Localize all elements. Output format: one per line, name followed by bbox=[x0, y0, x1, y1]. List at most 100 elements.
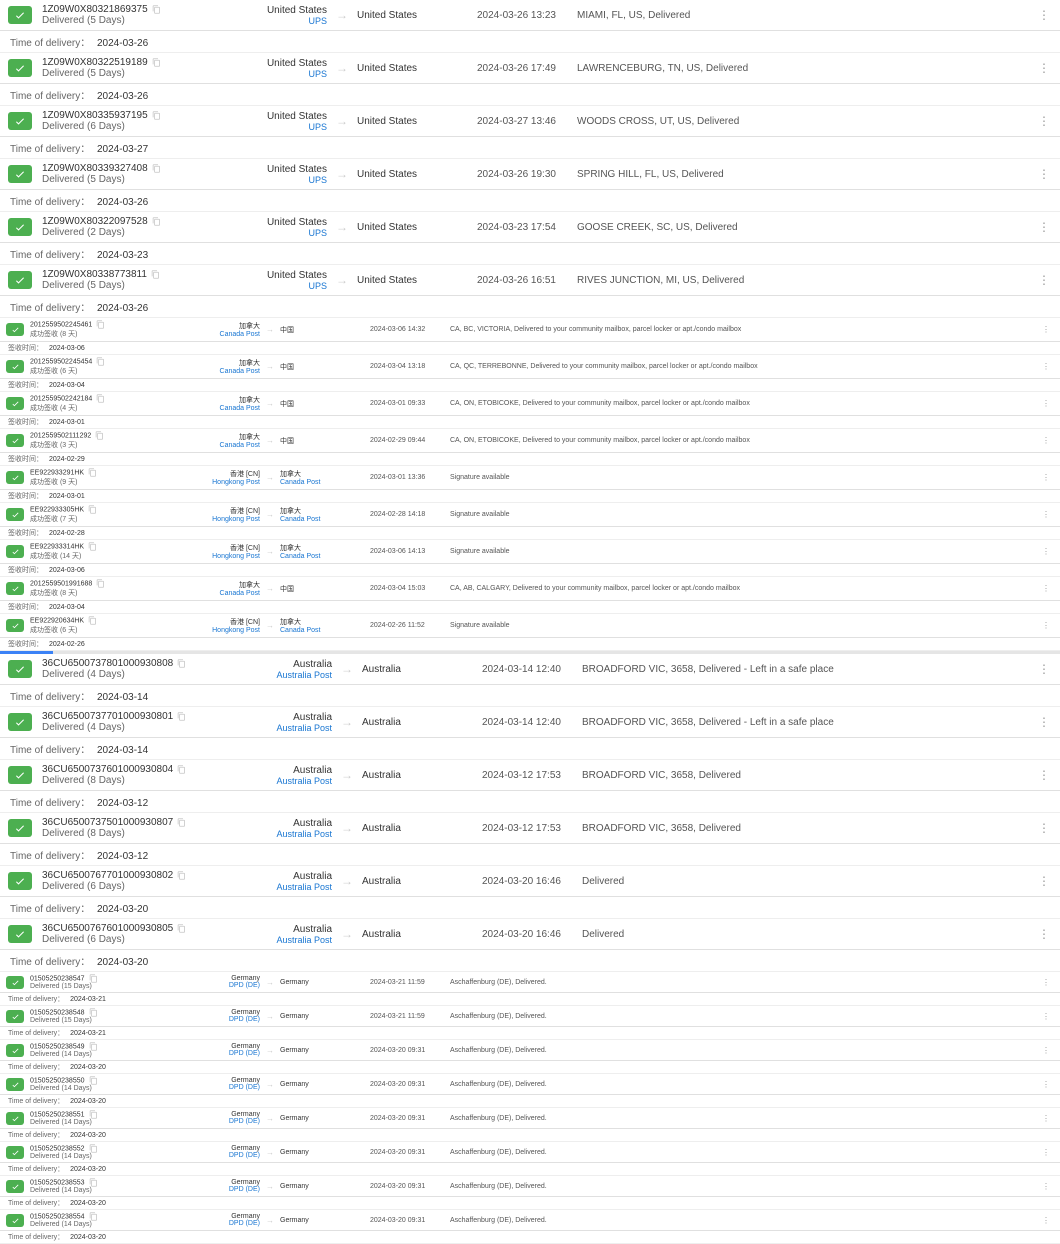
tracking-row[interactable]: 01505250238552 Delivered (14 Days) Germa… bbox=[0, 1142, 1060, 1163]
origin-carrier[interactable]: DPD (DE) bbox=[170, 1050, 260, 1057]
origin-carrier[interactable]: Hongkong Post bbox=[170, 516, 260, 523]
more-icon[interactable]: ⋮ bbox=[1042, 1080, 1050, 1089]
copy-icon[interactable] bbox=[96, 357, 105, 366]
tracking-row[interactable]: 2012559502242184 成功签收 (4 天) 加拿大 Canada P… bbox=[0, 392, 1060, 416]
origin-carrier[interactable]: Hongkong Post bbox=[170, 627, 260, 634]
more-icon[interactable]: ⋮ bbox=[1038, 61, 1050, 75]
copy-icon[interactable] bbox=[152, 57, 161, 68]
more-icon[interactable]: ⋮ bbox=[1038, 114, 1050, 128]
more-icon[interactable]: ⋮ bbox=[1042, 1148, 1050, 1157]
tracking-row[interactable]: 1Z09W0X80322519189 Delivered (5 Days) Un… bbox=[0, 53, 1060, 84]
tracking-row[interactable]: 1Z09W0X80335937195 Delivered (6 Days) Un… bbox=[0, 106, 1060, 137]
origin-carrier[interactable]: Hongkong Post bbox=[170, 553, 260, 560]
more-icon[interactable]: ⋮ bbox=[1038, 662, 1050, 676]
origin-carrier[interactable]: Australia Post bbox=[222, 670, 332, 680]
tracking-row[interactable]: 36CU6500737501000930807 Delivered (8 Day… bbox=[0, 813, 1060, 844]
copy-icon[interactable] bbox=[88, 505, 97, 514]
dest-carrier[interactable]: Canada Post bbox=[280, 627, 370, 634]
copy-icon[interactable] bbox=[89, 1076, 98, 1085]
tracking-row[interactable]: 1Z09W0X80322097528 Delivered (2 Days) Un… bbox=[0, 212, 1060, 243]
copy-icon[interactable] bbox=[88, 616, 97, 625]
more-icon[interactable]: ⋮ bbox=[1038, 874, 1050, 888]
copy-icon[interactable] bbox=[177, 658, 186, 669]
origin-carrier[interactable]: Australia Post bbox=[222, 935, 332, 945]
copy-icon[interactable] bbox=[89, 1008, 98, 1017]
more-icon[interactable]: ⋮ bbox=[1042, 621, 1050, 630]
tracking-row[interactable]: 36CU6500767701000930802 Delivered (6 Day… bbox=[0, 866, 1060, 897]
copy-icon[interactable] bbox=[152, 163, 161, 174]
copy-icon[interactable] bbox=[152, 110, 161, 121]
tracking-row[interactable]: 36CU6500737701000930801 Delivered (4 Day… bbox=[0, 707, 1060, 738]
more-icon[interactable]: ⋮ bbox=[1042, 1046, 1050, 1055]
more-icon[interactable]: ⋮ bbox=[1042, 436, 1050, 445]
tracking-row[interactable]: 1Z09W0X80339327408 Delivered (5 Days) Un… bbox=[0, 159, 1060, 190]
copy-icon[interactable] bbox=[177, 711, 186, 722]
origin-carrier[interactable]: Australia Post bbox=[222, 776, 332, 786]
dest-carrier[interactable]: Canada Post bbox=[280, 479, 370, 486]
tracking-row[interactable]: 36CU6500737801000930808 Delivered (4 Day… bbox=[0, 654, 1060, 685]
copy-icon[interactable] bbox=[151, 269, 160, 280]
copy-icon[interactable] bbox=[88, 542, 97, 551]
more-icon[interactable]: ⋮ bbox=[1042, 473, 1050, 482]
copy-icon[interactable] bbox=[89, 1042, 98, 1051]
origin-carrier[interactable]: Australia Post bbox=[222, 829, 332, 839]
tracking-row[interactable]: 2012559501991688 成功签收 (8 天) 加拿大 Canada P… bbox=[0, 577, 1060, 601]
copy-icon[interactable] bbox=[89, 1212, 98, 1221]
tracking-row[interactable]: 1Z09W0X80338773811 Delivered (5 Days) Un… bbox=[0, 265, 1060, 296]
copy-icon[interactable] bbox=[89, 1178, 98, 1187]
more-icon[interactable]: ⋮ bbox=[1038, 220, 1050, 234]
tracking-row[interactable]: 01505250238547 Delivered (15 Days) Germa… bbox=[0, 972, 1060, 993]
copy-icon[interactable] bbox=[89, 974, 98, 983]
copy-icon[interactable] bbox=[177, 870, 186, 881]
dest-carrier[interactable]: Canada Post bbox=[280, 553, 370, 560]
more-icon[interactable]: ⋮ bbox=[1042, 399, 1050, 408]
copy-icon[interactable] bbox=[96, 579, 105, 588]
tracking-row[interactable]: 36CU6500737601000930804 Delivered (8 Day… bbox=[0, 760, 1060, 791]
copy-icon[interactable] bbox=[152, 216, 161, 227]
copy-icon[interactable] bbox=[88, 468, 97, 477]
tracking-row[interactable]: 01505250238550 Delivered (14 Days) Germa… bbox=[0, 1074, 1060, 1095]
tracking-row[interactable]: 01505250238551 Delivered (14 Days) Germa… bbox=[0, 1108, 1060, 1129]
origin-carrier[interactable]: UPS bbox=[217, 16, 327, 26]
tracking-row[interactable]: EE922920634HK 成功签收 (6 天) 香港 [CN] Hongkon… bbox=[0, 614, 1060, 638]
more-icon[interactable]: ⋮ bbox=[1042, 1182, 1050, 1191]
origin-carrier[interactable]: Canada Post bbox=[170, 368, 260, 375]
origin-carrier[interactable]: DPD (DE) bbox=[170, 1084, 260, 1091]
tracking-row[interactable]: 2012559502245454 成功签收 (6 天) 加拿大 Canada P… bbox=[0, 355, 1060, 379]
origin-carrier[interactable]: UPS bbox=[217, 122, 327, 132]
origin-carrier[interactable]: Australia Post bbox=[222, 723, 332, 733]
origin-carrier[interactable]: UPS bbox=[217, 175, 327, 185]
dest-carrier[interactable]: Canada Post bbox=[280, 516, 370, 523]
origin-carrier[interactable]: UPS bbox=[217, 281, 327, 291]
tracking-row[interactable]: 01505250238549 Delivered (14 Days) Germa… bbox=[0, 1040, 1060, 1061]
tracking-row[interactable]: EE922933305HK 成功签收 (7 天) 香港 [CN] Hongkon… bbox=[0, 503, 1060, 527]
tracking-row[interactable]: EE922933314HK 成功签收 (14 天) 香港 [CN] Hongko… bbox=[0, 540, 1060, 564]
copy-icon[interactable] bbox=[177, 923, 186, 934]
copy-icon[interactable] bbox=[152, 4, 161, 15]
origin-carrier[interactable]: Canada Post bbox=[170, 590, 260, 597]
origin-carrier[interactable]: DPD (DE) bbox=[170, 1186, 260, 1193]
copy-icon[interactable] bbox=[177, 817, 186, 828]
copy-icon[interactable] bbox=[89, 1144, 98, 1153]
origin-carrier[interactable]: DPD (DE) bbox=[170, 1118, 260, 1125]
more-icon[interactable]: ⋮ bbox=[1042, 362, 1050, 371]
tracking-row[interactable]: 36CU6500767601000930805 Delivered (6 Day… bbox=[0, 919, 1060, 950]
more-icon[interactable]: ⋮ bbox=[1042, 978, 1050, 987]
more-icon[interactable]: ⋮ bbox=[1038, 768, 1050, 782]
more-icon[interactable]: ⋮ bbox=[1042, 325, 1050, 334]
copy-icon[interactable] bbox=[95, 431, 104, 440]
more-icon[interactable]: ⋮ bbox=[1038, 927, 1050, 941]
tracking-row[interactable]: 2012559502245461 成功签收 (8 天) 加拿大 Canada P… bbox=[0, 318, 1060, 342]
copy-icon[interactable] bbox=[96, 394, 105, 403]
more-icon[interactable]: ⋮ bbox=[1042, 584, 1050, 593]
origin-carrier[interactable]: UPS bbox=[217, 69, 327, 79]
tracking-row[interactable]: 01505250238554 Delivered (14 Days) Germa… bbox=[0, 1210, 1060, 1231]
tracking-row[interactable]: 01505250238548 Delivered (15 Days) Germa… bbox=[0, 1006, 1060, 1027]
origin-carrier[interactable]: UPS bbox=[217, 228, 327, 238]
more-icon[interactable]: ⋮ bbox=[1038, 8, 1050, 22]
tracking-row[interactable]: 01505250238553 Delivered (14 Days) Germa… bbox=[0, 1176, 1060, 1197]
more-icon[interactable]: ⋮ bbox=[1042, 1114, 1050, 1123]
origin-carrier[interactable]: Hongkong Post bbox=[170, 479, 260, 486]
more-icon[interactable]: ⋮ bbox=[1042, 510, 1050, 519]
more-icon[interactable]: ⋮ bbox=[1042, 547, 1050, 556]
